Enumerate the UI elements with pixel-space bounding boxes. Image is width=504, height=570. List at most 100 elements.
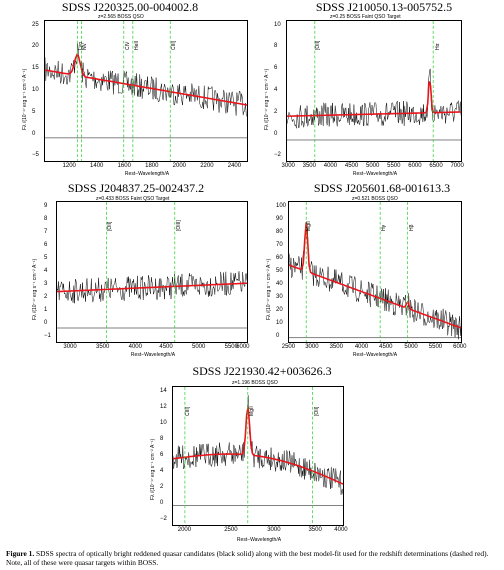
model-fit-trace <box>173 407 343 485</box>
spectrum-trace <box>57 271 247 304</box>
panel-2-xlabel: Rest−Wavelength/A <box>352 171 398 177</box>
panel-3-ylabel: Fλ /(10⁻¹⁷ erg s⁻¹ cm⁻² A⁻¹) <box>32 258 38 320</box>
emission-line-label: [OII] <box>315 40 322 50</box>
x-tick-label: 4500 <box>159 344 173 350</box>
x-tick-label: 5500 <box>387 163 401 169</box>
x-tick-label: 4000 <box>323 163 338 169</box>
x-tick-label: 4000 <box>354 344 369 350</box>
x-tick-label: 5500 <box>224 344 238 350</box>
x-tick-label: 2500 <box>224 527 238 533</box>
panel-3-subtitle: z=0.433 BOSS Faint QSO Target <box>96 196 170 202</box>
panel-2-subtitle: z=0.25 BOSS Faint QSO Target <box>330 14 401 20</box>
emission-line-label: Hβ <box>409 224 416 232</box>
y-tick-label: 2 <box>160 484 164 491</box>
panel-2-ylabel: Fλ /(10⁻¹⁷ erg s⁻¹ cm⁻² A⁻¹) <box>264 68 270 130</box>
y-tick-label: 10 <box>160 419 167 426</box>
x-tick-label: 3000 <box>305 344 319 350</box>
caption-text: SDSS spectra of optically bright reddene… <box>6 549 489 567</box>
panel-1-plot <box>44 20 248 162</box>
y-tick-label: 2 <box>274 108 278 115</box>
y-tick-label: 0 <box>160 500 164 507</box>
emission-line-label: MgII <box>248 406 255 416</box>
y-tick-label: 8 <box>160 435 164 442</box>
y-tick-label: 5 <box>32 108 36 115</box>
y-tick-label: −5 <box>32 152 39 159</box>
x-tick-label: 2000 <box>177 527 192 533</box>
panel-5-xlabel: Rest−Wavelength/A <box>236 537 282 543</box>
panel-5-ylabel: Fλ /(10⁻¹⁷ erg s⁻¹ cm⁻² A⁻¹) <box>150 438 156 500</box>
x-tick-label: 5000 <box>192 344 206 350</box>
x-tick-label: 6000 <box>408 163 422 169</box>
y-tick-label: 20 <box>276 307 283 314</box>
x-tick-label: 1800 <box>145 163 159 169</box>
y-tick-label: 0 <box>44 320 48 327</box>
y-tick-label: 4 <box>44 268 48 274</box>
x-tick-label: 4500 <box>344 163 359 169</box>
y-tick-label: 70 <box>276 241 283 248</box>
y-tick-label: 8 <box>44 215 48 222</box>
emission-line-label: Hγ <box>381 224 388 231</box>
x-tick-label: 3500 <box>96 344 110 350</box>
y-tick-label: 8 <box>274 43 278 50</box>
y-tick-label: 4 <box>160 468 164 475</box>
panel-5-plot <box>172 386 344 526</box>
y-tick-label: 30 <box>276 294 283 301</box>
x-tick-label: 5000 <box>404 344 418 350</box>
y-tick-label: 90 <box>276 215 283 222</box>
x-tick-label: 3500 <box>308 527 322 533</box>
y-tick-label: 10 <box>274 21 281 28</box>
y-tick-label: 5 <box>44 254 48 261</box>
spectrum-trace <box>173 395 343 495</box>
model-fit-trace <box>45 53 247 106</box>
x-tick-label: 3000 <box>281 163 295 169</box>
figure-caption: Figure 1. SDSS spectra of optically brig… <box>6 549 498 567</box>
x-tick-label: 3500 <box>329 344 343 350</box>
panel-1-xlabel: Rest−Wavelength/A <box>124 171 170 177</box>
y-tick-label: 0 <box>32 130 36 137</box>
emission-line-label: CIII] <box>185 406 192 416</box>
y-tick-label: 3 <box>44 281 48 288</box>
panel-4-subtitle: z=0.521 BOSS QSO <box>352 196 398 202</box>
x-tick-label: 4000 <box>334 527 348 533</box>
emission-line-label: [OIII] <box>176 220 183 231</box>
model-fit-trace <box>287 81 461 118</box>
x-tick-label: 2400 <box>227 163 242 169</box>
panel-4-title: SDSS J205601.68-001613.3 <box>313 181 451 195</box>
spectrum-trace <box>289 224 461 340</box>
x-tick-label: 1200 <box>62 163 76 169</box>
y-tick-label: 10 <box>32 87 39 93</box>
x-tick-label: 5500 <box>428 344 443 350</box>
y-tick-label: 14 <box>160 387 167 394</box>
panel-3-plot <box>56 201 248 343</box>
x-tick-label: 4000 <box>128 344 142 350</box>
spectrum-trace <box>45 43 247 117</box>
y-tick-label: −2 <box>160 516 167 523</box>
emission-line-label: NV <box>81 43 88 50</box>
x-tick-label: 6000 <box>453 344 467 350</box>
panel-4-plot <box>288 201 462 343</box>
y-tick-label: 80 <box>276 228 283 235</box>
x-tick-label: 4500 <box>379 344 393 350</box>
panel-1-subtitle: z=2.565 BOSS QSO <box>98 14 144 20</box>
panel-5-title: SDSS J221930.42+003626.3 <box>192 364 332 378</box>
y-tick-label: 40 <box>276 281 283 288</box>
emission-line-label: Hα <box>434 43 441 50</box>
model-fit-trace <box>289 222 461 329</box>
y-tick-label: 6 <box>44 241 48 248</box>
x-tick-label: 2000 <box>172 163 187 169</box>
panel-1-title: SDSS J220325.00-004002.8 <box>61 0 199 14</box>
model-fit-trace <box>57 282 247 293</box>
x-tick-label: 6500 <box>429 163 443 169</box>
y-tick-label: 2 <box>44 294 48 301</box>
y-tick-label: 6 <box>160 452 164 458</box>
y-tick-label: 6 <box>274 65 278 72</box>
y-tick-label: 25 <box>32 21 39 28</box>
y-tick-label: 9 <box>44 202 48 209</box>
y-tick-label: 100 <box>276 202 287 209</box>
x-tick-label: 3000 <box>267 527 281 533</box>
x-tick-label: 1600 <box>117 163 131 169</box>
y-tick-label: 15 <box>32 65 39 72</box>
y-tick-label: 10 <box>276 320 283 327</box>
emission-line-label: CIII] <box>171 40 178 50</box>
panel-3-title: SDSS J204837.25-002437.2 <box>67 181 205 195</box>
